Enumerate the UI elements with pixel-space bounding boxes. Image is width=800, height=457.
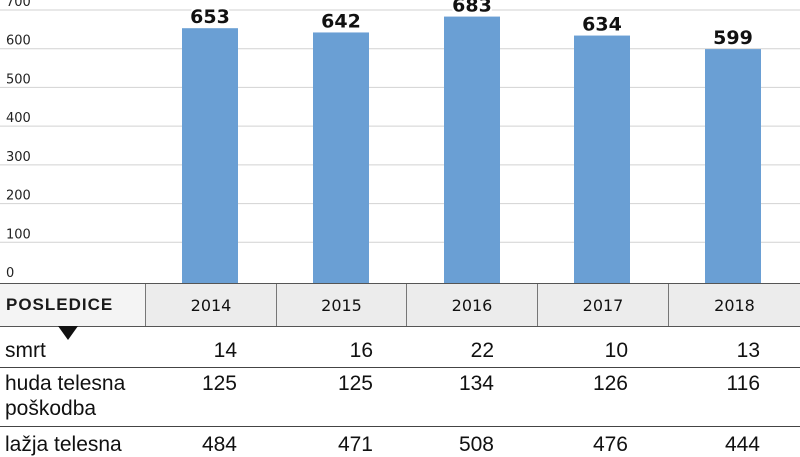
cell-2016: 508 (458, 433, 494, 456)
year-header-2017: 2017 (537, 284, 668, 326)
cell-2018: 116 (726, 372, 760, 395)
year-header-2014: 2014 (145, 284, 276, 326)
y-tick-label: 400 (6, 111, 31, 126)
bar-2017 (574, 35, 630, 283)
cell-2015: 16 (349, 339, 373, 362)
y-tick-label: 500 (6, 72, 31, 87)
y-tick-label: 600 (6, 34, 31, 49)
pointer-triangle-icon (58, 326, 78, 340)
y-tick-label: 0 (6, 266, 14, 281)
y-tick-label: 700 (6, 0, 31, 10)
y-tick-label: 200 (6, 189, 31, 204)
y-tick-label: 100 (6, 227, 31, 242)
cell-2018: 13 (736, 339, 760, 362)
cell-2017: 10 (604, 339, 628, 362)
y-tick-label: 300 (6, 150, 31, 165)
cell-2018: 444 (724, 433, 760, 456)
posledice-header: POSLEDICE (0, 284, 145, 326)
value-label-2017: 634 (582, 14, 622, 36)
bar-2016 (444, 16, 500, 283)
row-label: smrt (5, 339, 46, 362)
cell-2015: 125 (337, 372, 373, 395)
bar-2015 (313, 32, 369, 283)
value-label-2015: 642 (321, 10, 361, 32)
year-header-2018: 2018 (668, 284, 800, 326)
cell-2016: 134 (458, 372, 494, 395)
year-header-2015: 2015 (276, 284, 406, 326)
row-label: huda telesna poškodba (5, 372, 126, 420)
row-divider (0, 426, 800, 427)
row-label: lažja telesna (5, 433, 122, 456)
cell-2015: 471 (337, 433, 373, 456)
bar-2018 (705, 49, 761, 283)
table-header-row: POSLEDICE 2014 2015 2016 2017 2018 (0, 283, 800, 327)
cell-2014: 14 (213, 339, 237, 362)
cell-2017: 126 (592, 372, 628, 395)
value-label-2018: 599 (713, 27, 753, 49)
cell-2014: 125 (201, 372, 237, 395)
row-divider (0, 367, 800, 368)
year-header-2016: 2016 (406, 284, 537, 326)
cell-2014: 484 (201, 433, 237, 456)
bar-chart: 0 100 200 300 400 500 600 700 653 642 683 634 599 (0, 0, 800, 283)
bar-2014 (182, 28, 238, 283)
value-label-2014: 653 (190, 6, 230, 28)
cell-2016: 22 (470, 339, 494, 362)
cell-2017: 476 (592, 433, 628, 456)
value-label-2016: 683 (452, 0, 492, 17)
